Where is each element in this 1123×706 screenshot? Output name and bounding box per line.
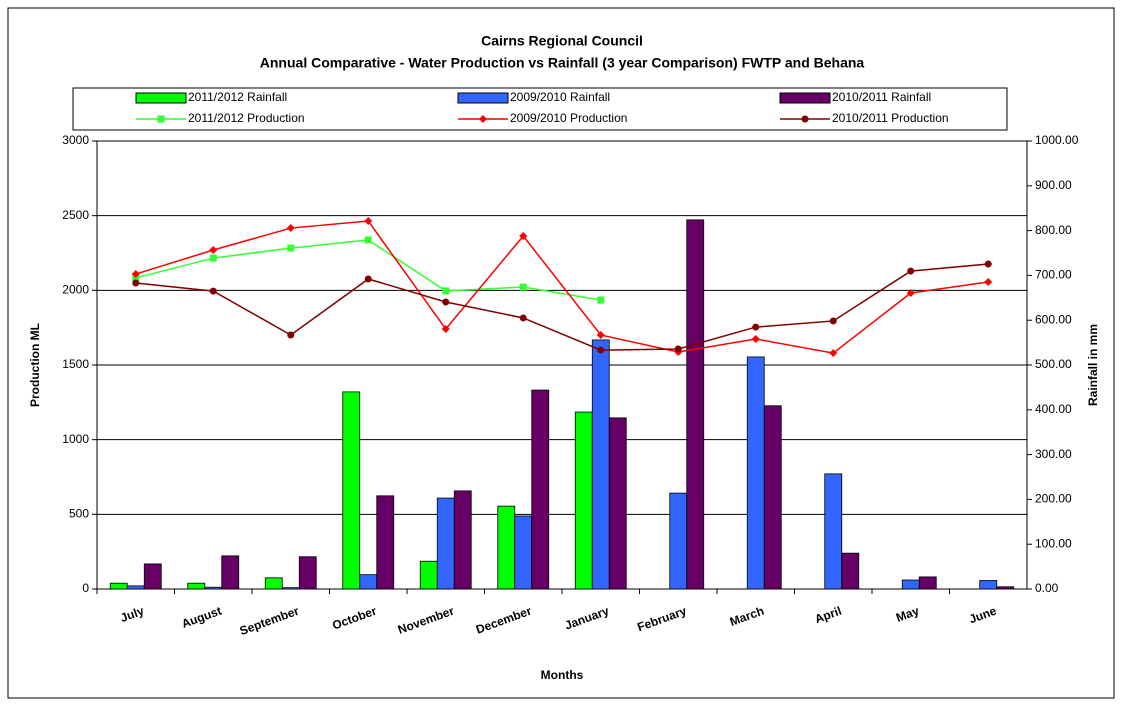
line-marker — [752, 323, 760, 331]
line-marker — [674, 345, 682, 353]
y-tick-label: 1000 — [62, 432, 89, 446]
line — [135, 263, 989, 351]
chart-subtitle: Annual Comparative - Water Production vs… — [260, 55, 865, 71]
bar — [824, 473, 843, 590]
line-marker — [984, 260, 992, 268]
legend-label: 2010/2011 Production — [832, 111, 949, 125]
bar — [298, 556, 317, 590]
bar — [841, 552, 860, 590]
bar — [342, 391, 361, 590]
bar — [608, 417, 627, 590]
line-marker — [209, 287, 217, 295]
legend-label: 2009/2010 Rainfall — [510, 90, 610, 104]
line-marker — [984, 277, 993, 286]
line-marker — [519, 231, 528, 240]
line-marker — [286, 224, 295, 233]
y2-tick-label: 500.00 — [1035, 357, 1072, 371]
line-marker — [131, 270, 140, 279]
line-marker — [829, 317, 837, 325]
bar — [686, 219, 705, 590]
line-marker — [519, 283, 527, 291]
y2-tick-label: 100.00 — [1035, 536, 1072, 550]
y2-tick-label: 400.00 — [1035, 402, 1072, 416]
line-marker — [597, 346, 605, 354]
y2-tick-label: 800.00 — [1035, 223, 1072, 237]
line-marker — [287, 331, 295, 339]
bar — [419, 560, 438, 590]
bar — [109, 582, 128, 590]
bar — [746, 356, 765, 590]
x-axis-title: Months — [541, 668, 584, 682]
y2-tick-label: 300.00 — [1035, 447, 1072, 461]
bar — [221, 555, 240, 590]
bar — [531, 389, 550, 590]
bar — [281, 587, 300, 590]
line-marker — [364, 217, 373, 226]
legend-box — [72, 87, 1008, 131]
y2-tick-label: 0.00 — [1035, 581, 1059, 595]
line-marker — [157, 115, 165, 123]
chart-title: Cairns Regional Council — [481, 33, 643, 49]
bar — [359, 574, 378, 590]
bar — [996, 586, 1015, 590]
line-marker — [442, 298, 450, 306]
bar — [126, 585, 145, 590]
y2-tick-label: 1000.00 — [1035, 133, 1079, 147]
bar — [264, 577, 283, 590]
y-tick-label: 0 — [82, 581, 89, 595]
line-marker — [442, 287, 450, 295]
line-marker — [596, 330, 605, 339]
bar — [901, 579, 920, 590]
line-marker — [829, 349, 838, 358]
bar — [187, 582, 206, 590]
y2-tick-label: 700.00 — [1035, 268, 1072, 282]
line-marker — [597, 296, 605, 304]
bar — [669, 492, 688, 590]
bar — [376, 495, 395, 590]
legend-swatch — [135, 92, 187, 104]
line-marker — [287, 244, 295, 252]
legend-label: 2009/2010 Production — [510, 111, 627, 125]
y-tick-label: 500 — [69, 507, 89, 521]
bar — [143, 563, 162, 590]
y-tick-label: 2000 — [62, 283, 89, 297]
y-tick-label: 1500 — [62, 357, 89, 371]
bar — [918, 576, 937, 590]
bar — [514, 515, 533, 590]
line-marker — [519, 314, 527, 322]
line-marker — [209, 254, 217, 262]
y-tick-label: 2500 — [62, 208, 89, 222]
legend-swatch — [457, 92, 509, 104]
bar — [436, 497, 455, 590]
legend-label: 2010/2011 Rainfall — [832, 90, 931, 104]
bar — [497, 505, 516, 590]
y-axis-title: Production ML — [28, 323, 42, 407]
line-marker — [441, 325, 450, 334]
line-marker — [906, 289, 915, 298]
bar — [204, 586, 223, 590]
line — [135, 220, 989, 354]
legend-label: 2011/2012 Rainfall — [188, 90, 287, 104]
bar — [591, 339, 610, 590]
line-marker — [132, 279, 140, 287]
legend-label: 2011/2012 Production — [188, 111, 305, 125]
y2-tick-label: 900.00 — [1035, 178, 1072, 192]
line-marker — [801, 115, 809, 123]
line-marker — [209, 246, 218, 255]
legend-swatch — [779, 92, 831, 104]
line-marker — [364, 236, 372, 244]
y2-tick-label: 200.00 — [1035, 492, 1072, 506]
bar — [453, 490, 472, 590]
y-tick-label: 3000 — [62, 133, 89, 147]
line-marker — [751, 335, 760, 344]
line-marker — [364, 275, 372, 283]
bar — [763, 405, 782, 590]
bar — [574, 411, 593, 590]
bar — [979, 580, 998, 590]
line-marker — [479, 115, 487, 123]
line-marker — [907, 267, 915, 275]
y2-tick-label: 600.00 — [1035, 312, 1072, 326]
y2-axis-title: Rainfall in mm — [1086, 324, 1100, 406]
